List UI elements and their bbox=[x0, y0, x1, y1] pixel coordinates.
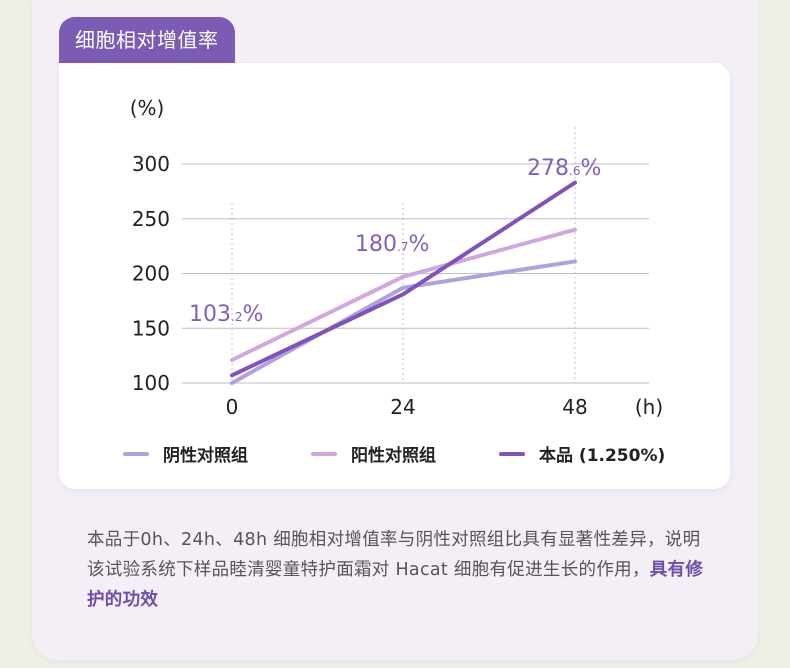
x-axis-label: (h) bbox=[635, 395, 663, 419]
y-tick-label: 300 bbox=[132, 152, 170, 176]
legend-label: 本品 (1.250%) bbox=[539, 446, 666, 466]
series-line bbox=[230, 259, 577, 385]
chart-legend: 阴性对照组 阳性对照组 本品 (1.250%) bbox=[123, 441, 699, 466]
y-tick-label: 100 bbox=[132, 371, 170, 395]
series-line bbox=[230, 180, 577, 378]
x-tick-label: 48 bbox=[562, 395, 587, 419]
data-label: 180.7% bbox=[355, 232, 429, 257]
x-tick-label: 0 bbox=[226, 395, 239, 419]
y-tick-label: 250 bbox=[132, 207, 170, 231]
legend-label: 阴性对照组 bbox=[163, 446, 248, 466]
chart-card: 100 150 200 250 300 0 24 48 (%) (h) 103.2% 180.7% 27… bbox=[59, 63, 730, 489]
description-highlight: 具有修护的功效 bbox=[87, 560, 704, 610]
legend-item: 阳性对照组 bbox=[311, 441, 499, 466]
y-tick-label: 200 bbox=[132, 262, 170, 286]
x-tick-label: 24 bbox=[390, 395, 415, 419]
line-chart: 100 150 200 250 300 0 24 48 (%) (h) 103.2% 180.7% 27… bbox=[130, 96, 663, 419]
series-line bbox=[230, 227, 577, 363]
legend-swatch bbox=[123, 451, 149, 456]
y-axis-label: (%) bbox=[130, 96, 165, 120]
description-text: 本品于0h、24h、48h 细胞相对增值率与阴性对照组比具有显著性差异，说明该试… bbox=[87, 530, 701, 580]
y-tick-label: 150 bbox=[132, 316, 170, 340]
legend-label: 阳性对照组 bbox=[351, 446, 436, 466]
legend-swatch bbox=[311, 451, 337, 456]
section-title: 细胞相对增值率 bbox=[59, 17, 235, 63]
description: 本品于0h、24h、48h 细胞相对增值率与阴性对照组比具有显著性差异，说明该试… bbox=[87, 525, 707, 615]
legend-swatch bbox=[499, 451, 525, 456]
legend-item: 阴性对照组 bbox=[123, 441, 311, 466]
data-label: 278.6% bbox=[527, 156, 601, 181]
data-label: 103.2% bbox=[189, 302, 263, 327]
legend-item: 本品 (1.250%) bbox=[499, 441, 699, 466]
